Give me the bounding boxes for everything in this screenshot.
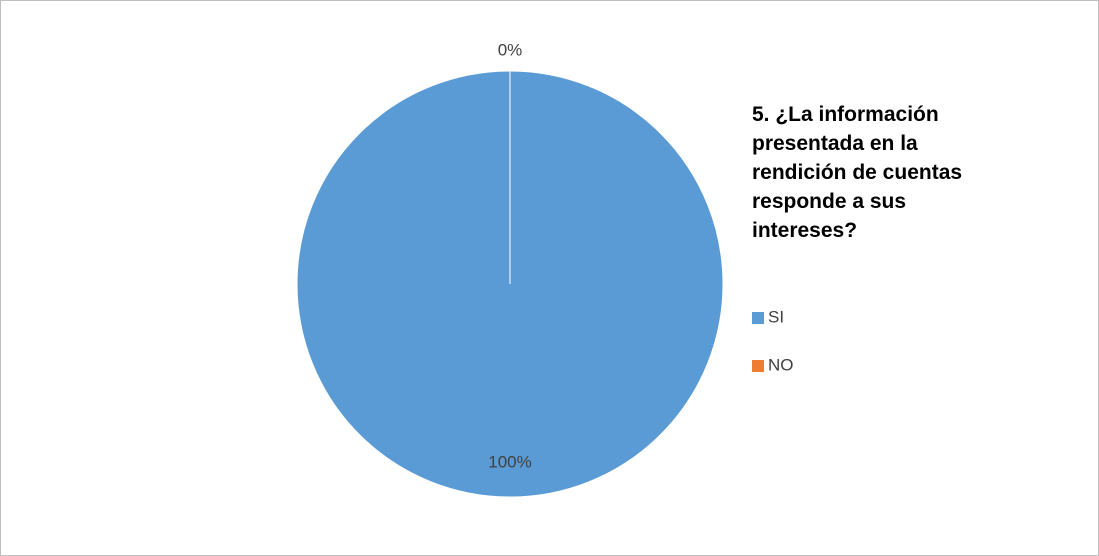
legend-swatch <box>752 360 764 372</box>
legend-label: SI <box>768 307 784 326</box>
chart-title: 5. ¿La información presentada en la rend… <box>752 103 963 242</box>
data-label: 100% <box>488 452 531 471</box>
legend-label: NO <box>768 355 794 374</box>
legend-swatch <box>752 312 764 324</box>
data-label: 0% <box>498 40 523 59</box>
